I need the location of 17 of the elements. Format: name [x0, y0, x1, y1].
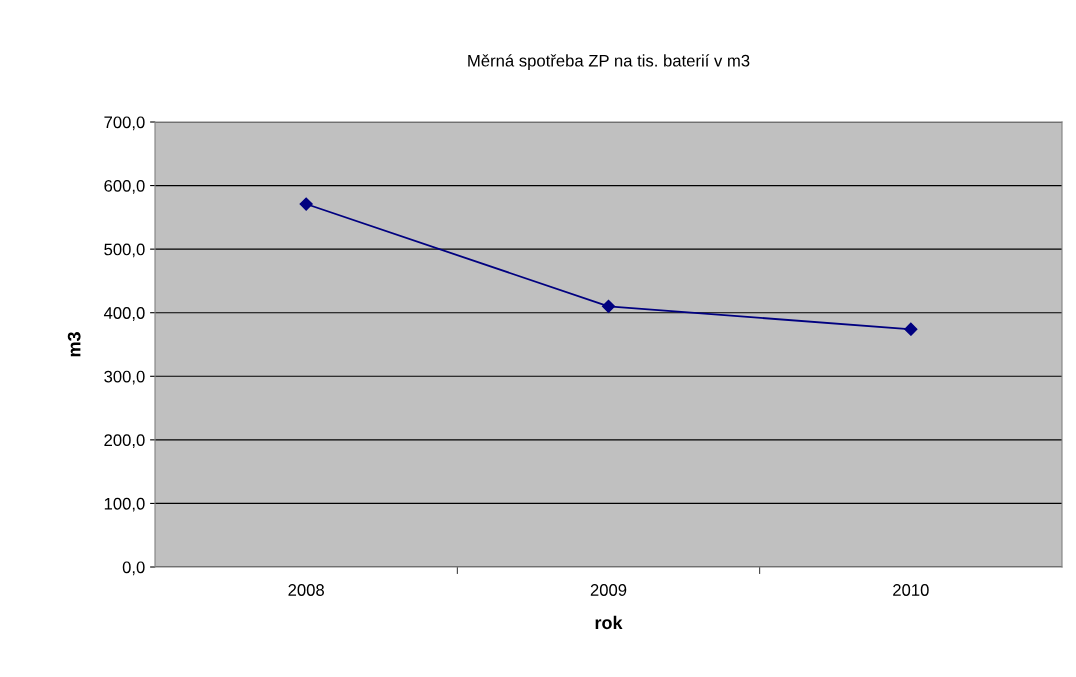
x-tick-label: 2010 [893, 584, 929, 596]
x-tick-label: 2008 [288, 584, 324, 596]
point [904, 322, 918, 336]
y-tick-label: 200,0 [104, 434, 145, 449]
y-tick-label: 0,0 [122, 561, 145, 576]
point [601, 299, 616, 313]
y-tick-label: 100,0 [104, 497, 145, 512]
x-tick-label: 2009 [590, 584, 627, 596]
x-axis-title: rok [595, 615, 623, 630]
y-tick-label: 600,0 [104, 179, 145, 194]
y-axis-title: m3 [67, 332, 81, 357]
y-tick-label: 300,0 [104, 370, 145, 385]
y-tick-label: 400,0 [103, 307, 145, 321]
y-tick-label: 500,0 [104, 243, 145, 258]
point [299, 197, 313, 211]
y-tick-label: 700,0 [104, 116, 145, 131]
chart-title: Měrná spotřeba ZP na tis. baterií v m3 [468, 54, 750, 70]
